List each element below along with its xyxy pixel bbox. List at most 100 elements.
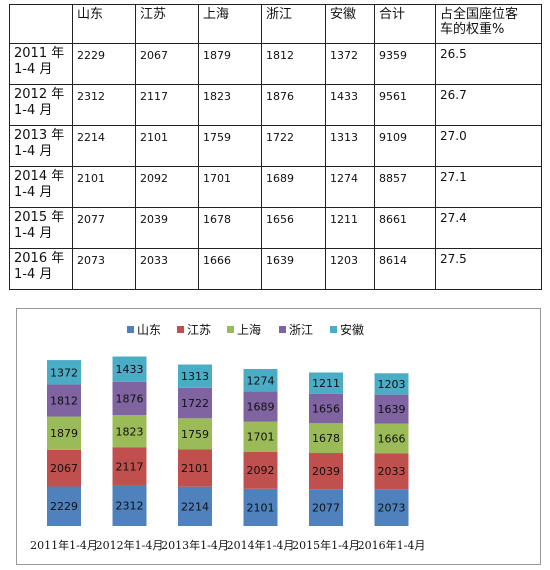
bar-segment xyxy=(112,415,147,448)
legend-swatch xyxy=(177,326,184,333)
data-label: 1701 xyxy=(247,431,275,444)
value-cell: 9109 xyxy=(374,125,436,167)
bar-segment xyxy=(178,449,212,487)
header-cell: 合计 xyxy=(374,4,436,44)
bar-segment xyxy=(178,364,212,388)
category-label: 2013年1-4月 xyxy=(161,538,229,552)
value-cell: 1759 xyxy=(198,125,262,167)
year-cell: 2016 年 1-4 月 xyxy=(9,248,73,290)
year-cell: 2014 年 1-4 月 xyxy=(9,166,73,208)
bar-segment xyxy=(112,485,147,526)
data-label: 1433 xyxy=(116,363,144,376)
bar-segment xyxy=(374,453,409,490)
bar-segment xyxy=(374,373,409,395)
header-cell: 江苏 xyxy=(135,4,199,44)
legend-swatch xyxy=(279,326,286,333)
data-label: 2117 xyxy=(116,460,144,473)
value-cell: 2229 xyxy=(72,43,136,85)
data-label: 1203 xyxy=(378,378,406,391)
data-label: 2214 xyxy=(181,500,209,513)
table-header-row: 山东 江苏 上海 浙江 安徽 合计 占全国座位客 车的权重% xyxy=(9,4,542,44)
year-cell: 2012 年 1-4 月 xyxy=(9,84,73,126)
bar-segment xyxy=(243,368,278,392)
value-cell: 2312 xyxy=(72,84,136,126)
legend-item: 山东 xyxy=(127,323,161,337)
legend-item: 浙江 xyxy=(279,323,313,337)
value-cell: 2092 xyxy=(135,166,199,208)
value-cell: 1372 xyxy=(325,43,375,85)
chart-svg: 山东 江苏 上海 浙江 安徽222920671879181213722011年1-4月2… xyxy=(30,322,426,552)
table-row: 2014 年 1-4 月 2101 2092 1701 1689 1274 8857 27.1 xyxy=(9,166,542,208)
value-cell: 8857 xyxy=(374,166,436,208)
legend-swatch xyxy=(127,326,134,333)
value-cell: 8614 xyxy=(374,248,436,290)
value-cell: 1656 xyxy=(261,207,326,249)
bar-segment xyxy=(243,488,278,526)
legend-swatch xyxy=(227,326,234,333)
data-label: 2077 xyxy=(312,502,340,515)
data-label: 1678 xyxy=(312,432,340,445)
value-cell: 2117 xyxy=(135,84,199,126)
bar-segment xyxy=(112,356,147,382)
value-cell: 1313 xyxy=(325,125,375,167)
legend-label: 上海 xyxy=(237,322,261,337)
bar-segment xyxy=(243,391,278,422)
value-cell: 1678 xyxy=(198,207,262,249)
table-row: 2012 年 1-4 月 2312 2117 1823 1876 1433 9561 26.7 xyxy=(9,84,542,126)
bar-segment xyxy=(47,416,81,450)
data-label: 2067 xyxy=(50,462,78,475)
value-cell: 1879 xyxy=(198,43,262,85)
category-label: 2016年1-4月 xyxy=(358,538,426,552)
value-cell: 2073 xyxy=(72,248,136,290)
category-label: 2011年1-4月 xyxy=(30,538,98,552)
table-row: 2016 年 1-4 月 2073 2033 1666 1639 1203 8614 27.5 xyxy=(9,248,542,290)
data-label: 1313 xyxy=(181,370,209,383)
bar-segment xyxy=(47,360,81,385)
value-cell: 1666 xyxy=(198,248,262,290)
share-cell: 26.7 xyxy=(435,84,542,126)
data-label: 1689 xyxy=(247,401,275,414)
table-row: 2011 年 1-4 月 2229 2067 1879 1812 1372 9359 26.5 xyxy=(9,43,542,85)
year-cell: 2015 年 1-4 月 xyxy=(9,207,73,249)
data-label: 2101 xyxy=(181,462,209,475)
value-cell: 1689 xyxy=(261,166,326,208)
bar-segment xyxy=(374,394,409,424)
legend-label: 山东 xyxy=(137,323,161,337)
bar-segment xyxy=(243,421,278,452)
value-cell: 1701 xyxy=(198,166,262,208)
table-body: 2011 年 1-4 月 2229 2067 1879 1812 1372 9359 26.5… xyxy=(9,43,542,290)
data-label: 1812 xyxy=(50,394,78,407)
value-cell: 1274 xyxy=(325,166,375,208)
legend-label: 安徽 xyxy=(340,322,364,337)
bar-segment xyxy=(178,387,212,419)
year-cell: 2013 年 1-4 月 xyxy=(9,125,73,167)
bar-segment xyxy=(47,384,81,417)
bar-segment xyxy=(309,372,343,394)
data-label: 1372 xyxy=(50,366,78,379)
value-cell: 2214 xyxy=(72,125,136,167)
bar-segment xyxy=(178,486,212,526)
data-table: 山东 江苏 上海 浙江 安徽 合计 占全国座位客 车的权重% 2011 年 1-4 月 222… xyxy=(9,4,542,290)
data-label: 2229 xyxy=(50,500,78,513)
bar-segment xyxy=(47,486,81,526)
bar-segment xyxy=(309,393,343,424)
value-cell: 2101 xyxy=(72,166,136,208)
value-cell: 1876 xyxy=(261,84,326,126)
legend-label: 浙江 xyxy=(289,323,313,337)
legend-swatch xyxy=(330,326,337,333)
share-cell: 26.5 xyxy=(435,43,542,85)
value-cell: 1722 xyxy=(261,125,326,167)
data-label: 1274 xyxy=(247,374,275,387)
value-cell: 2101 xyxy=(135,125,199,167)
value-cell: 1203 xyxy=(325,248,375,290)
legend-item: 安徽 xyxy=(330,322,364,337)
bar-segment xyxy=(309,423,343,454)
data-label: 1722 xyxy=(181,397,209,410)
legend-item: 江苏 xyxy=(177,323,211,337)
bar-segment xyxy=(309,453,343,490)
data-label: 1876 xyxy=(116,393,144,406)
data-label: 2312 xyxy=(116,500,144,513)
value-cell: 2039 xyxy=(135,207,199,249)
data-label: 1656 xyxy=(312,403,340,416)
bar-segment xyxy=(309,489,343,526)
